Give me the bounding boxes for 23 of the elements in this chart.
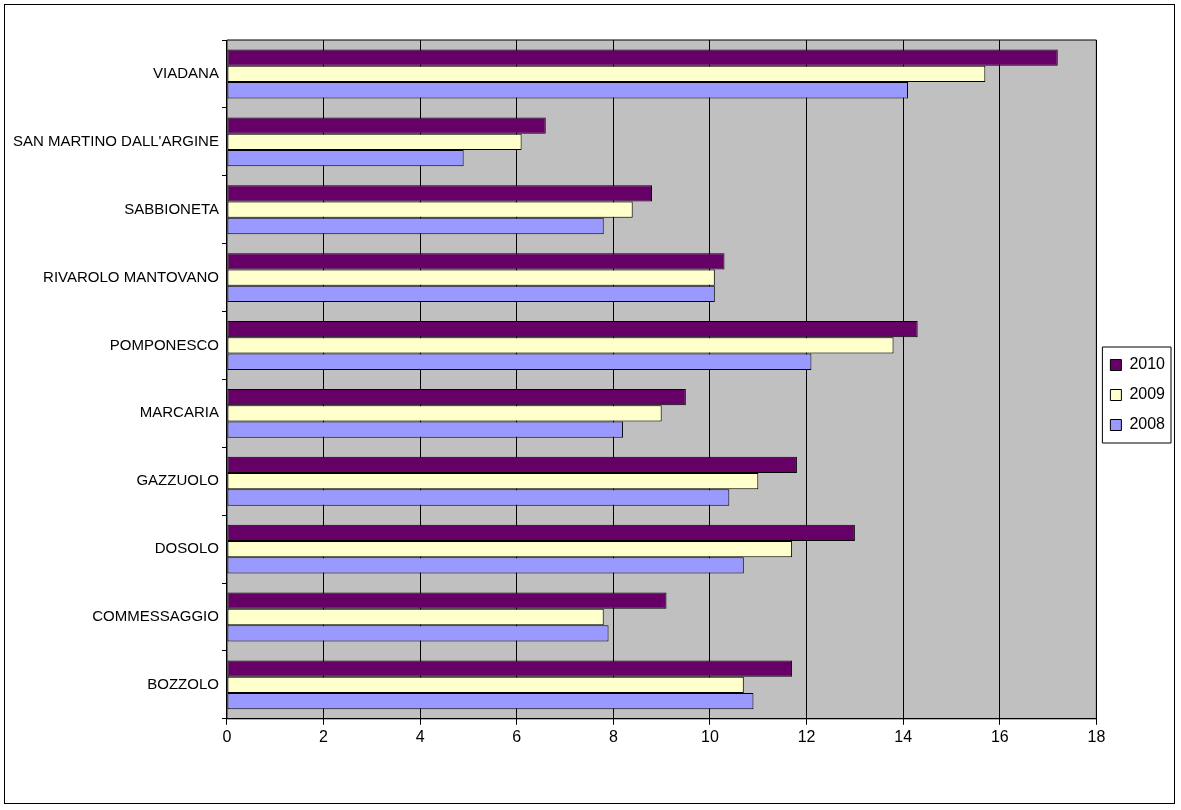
y-tick-label: POMPONESCO [109,335,219,353]
x-tick-label: 6 [512,727,522,745]
y-tick-label: VIADANA [153,64,219,82]
x-tick-label: 16 [990,727,1009,745]
y-tick-label: SAN MARTINO DALL'ARGINE [13,131,219,149]
x-tick-label: 10 [701,727,719,745]
y-tick-label: SABBIONETA [124,199,219,217]
y-tick-label: DOSOLO [154,539,219,557]
y-tick-label: MARCARIA [139,403,219,421]
x-tick-label: 12 [797,727,816,745]
x-tick-label: 8 [608,727,618,745]
legend-label: 2009 [1129,385,1166,403]
y-tick-label: BOZZOLO [147,675,219,692]
legend-label: 2010 [1129,355,1166,373]
y-tick-label: COMMESSAGGIO [92,607,219,625]
y-tick-label: RIVAROLO MANTOVANO [43,267,219,285]
x-tick-label: 18 [1087,727,1106,745]
x-tick-label: 0 [222,727,232,745]
y-tick-label: GAZZUOLO [136,471,219,489]
x-tick-label: 2 [319,727,329,745]
legend-label: 2008 [1129,415,1166,433]
x-tick-label: 14 [894,727,913,745]
x-tick-label: 4 [415,727,425,745]
